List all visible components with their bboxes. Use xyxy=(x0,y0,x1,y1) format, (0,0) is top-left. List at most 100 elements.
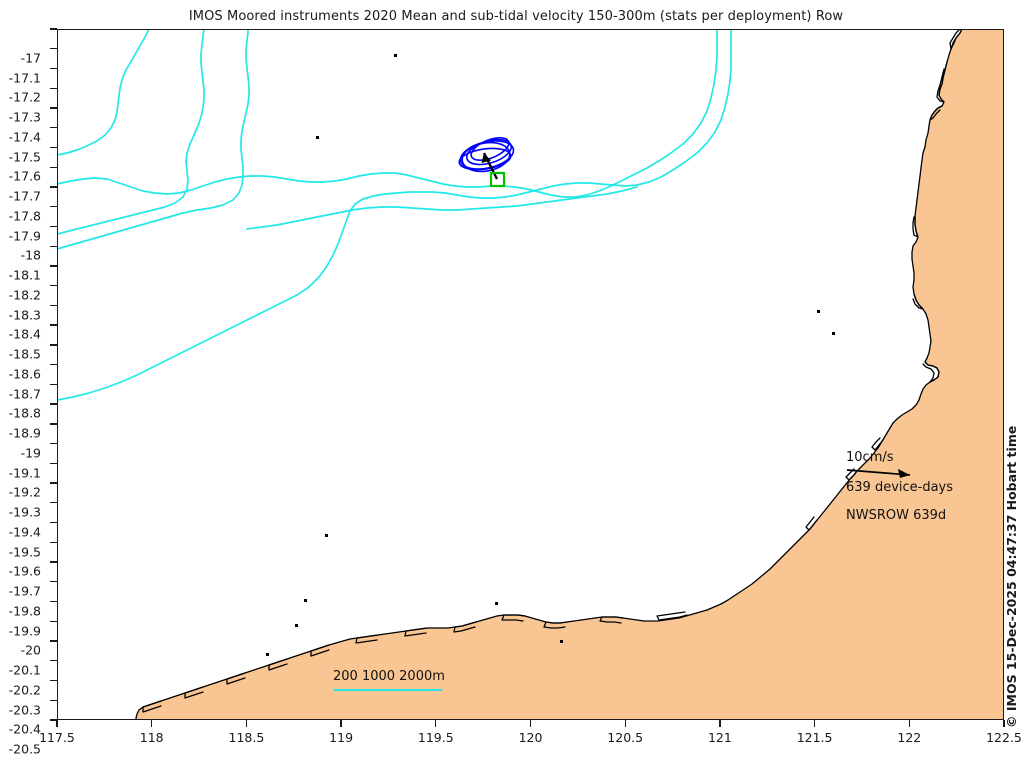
y-tick-mark xyxy=(50,225,57,228)
y-tick-label: -19.8 xyxy=(8,603,41,619)
contour-200m xyxy=(57,29,718,198)
y-tick-label: -18.9 xyxy=(8,425,41,441)
y-tick-mark xyxy=(50,146,57,149)
y-tick-label: -20.3 xyxy=(8,702,41,717)
y-tick-label: -18.2 xyxy=(8,287,41,303)
y-tick-mark xyxy=(50,48,57,50)
y-tick-label: -19.3 xyxy=(8,504,41,520)
x-tick-label: 119.5 xyxy=(417,730,454,745)
y-tick-label: -18.5 xyxy=(8,346,41,362)
y-tick-label: -20.1 xyxy=(8,662,41,678)
x-tick-mark xyxy=(56,720,58,727)
x-axis: 117.5 118 118.5 119 119.5 120 120.5 121 121.5 122… xyxy=(0,726,1032,750)
y-tick-label: -17.5 xyxy=(8,149,41,165)
y-tick-label: -18.6 xyxy=(8,366,41,382)
x-tick-label: 120.5 xyxy=(607,730,644,745)
x-tick-label: 122 xyxy=(897,730,922,745)
y-tick-label: -17.4 xyxy=(8,129,41,145)
x-tick-label: 119 xyxy=(329,730,354,745)
contour-slope xyxy=(57,29,150,156)
velocity-variance-ellipses xyxy=(458,136,515,173)
x-tick-mark xyxy=(908,720,910,727)
y-tick-mark xyxy=(50,679,57,682)
bathymetry-contours xyxy=(57,29,732,401)
y-tick-mark xyxy=(50,127,57,129)
scale-label: 10cm/s xyxy=(846,450,894,465)
y-tick-label: -18.7 xyxy=(8,386,41,402)
y-tick-label: -19.4 xyxy=(8,524,41,540)
y-axis: -17 -17.1 -17.2 -17.3 -17.4 -17.5 -17.6 -17.7 -1… xyxy=(0,29,50,757)
y-tick-mark xyxy=(50,206,57,208)
copyright-text: © IMOS 15-Dec-2025 04:47:37 Hobart time xyxy=(1004,425,1019,728)
y-tick-label: -19.1 xyxy=(8,465,41,481)
coastline-detail xyxy=(142,29,963,713)
y-tick-label: -19.7 xyxy=(8,583,41,599)
mean-velocity-arrow xyxy=(481,152,499,180)
page-title: IMOS Moored instruments 2020 Mean and su… xyxy=(188,9,844,24)
y-tick-mark xyxy=(50,482,57,484)
y-tick-label: -17.2 xyxy=(8,89,41,105)
y-tick-label: -18.1 xyxy=(8,267,41,283)
y-tick-mark xyxy=(50,600,57,603)
y-tick-label: -19.9 xyxy=(8,623,41,639)
contour-shelf xyxy=(57,29,250,250)
y-tick-label: -20.4 xyxy=(8,721,41,737)
contour-station xyxy=(246,186,638,230)
y-tick-label: -18.8 xyxy=(8,405,41,421)
x-tick-mark xyxy=(813,720,816,727)
y-tick-label: -18 xyxy=(20,247,41,263)
x-tick-mark xyxy=(1003,720,1005,727)
y-tick-mark xyxy=(50,640,57,642)
y-tick-mark xyxy=(50,660,57,662)
y-tick-mark xyxy=(50,304,57,307)
y-tick-mark xyxy=(50,442,57,445)
y-tick-mark xyxy=(50,581,57,583)
y-tick-mark xyxy=(50,462,57,464)
y-tick-label: -17 xyxy=(20,50,41,66)
map-canvas xyxy=(57,29,1004,720)
y-tick-mark xyxy=(50,521,57,524)
y-tick-label: -19.6 xyxy=(8,563,41,579)
y-tick-mark xyxy=(50,186,57,188)
contour-2000m xyxy=(57,29,732,401)
map-plot-area[interactable]: 10cm/s 639 device-days NWSROW 639d 200 1… xyxy=(57,29,1004,720)
x-tick-mark xyxy=(624,720,626,727)
y-tick-label: -19 xyxy=(20,445,41,461)
y-tick-mark xyxy=(50,620,57,622)
y-tick-label: -18.3 xyxy=(8,307,41,323)
x-tick-mark xyxy=(151,720,153,727)
x-tick-mark xyxy=(529,720,532,727)
y-tick-label: -19.2 xyxy=(8,484,41,500)
y-tick-label: -18.4 xyxy=(8,326,41,342)
device-days-label: 639 device-days xyxy=(846,480,954,495)
x-tick-mark xyxy=(719,720,721,727)
y-tick-mark xyxy=(50,324,57,326)
y-tick-mark xyxy=(50,363,57,366)
y-tick-label: -17.1 xyxy=(8,70,41,86)
y-tick-label: -20 xyxy=(20,642,41,658)
y-tick-mark xyxy=(50,383,57,386)
x-tick-label: 121 xyxy=(707,730,732,745)
y-tick-mark xyxy=(50,719,57,721)
copyright-notice: © IMOS 15-Dec-2025 04:47:37 Hobart time xyxy=(1004,0,1030,760)
y-tick-label: -19.5 xyxy=(8,544,41,560)
y-tick-mark xyxy=(50,344,57,346)
y-tick-mark xyxy=(50,502,57,504)
y-tick-mark xyxy=(50,541,57,543)
y-tick-mark xyxy=(50,67,57,70)
station-name-label: NWSROW 639d xyxy=(846,508,947,523)
station-marker[interactable] xyxy=(489,171,506,188)
x-tick-label: 117.5 xyxy=(39,730,75,745)
y-tick-label: -20.2 xyxy=(8,682,41,698)
reef-dots xyxy=(266,54,835,656)
y-tick-mark xyxy=(50,265,57,267)
x-tick-mark xyxy=(435,720,437,727)
y-tick-label: -17.7 xyxy=(8,188,41,204)
y-tick-mark xyxy=(50,28,57,30)
landmass-polygon xyxy=(135,29,1004,720)
y-tick-mark xyxy=(50,403,57,405)
x-tick-label: 120 xyxy=(518,730,543,745)
x-tick-label: 118.5 xyxy=(228,730,265,745)
contour-1000m xyxy=(57,29,205,235)
